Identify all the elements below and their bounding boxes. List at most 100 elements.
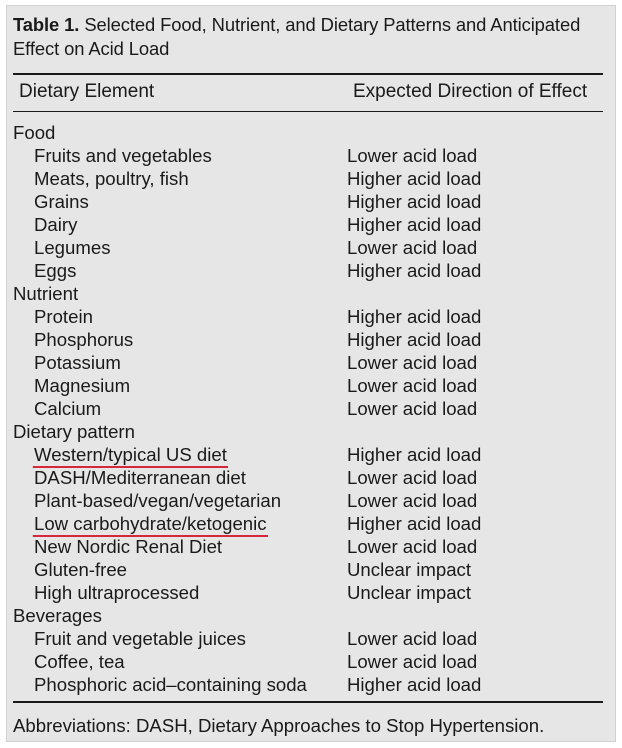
element-text: New Nordic Renal Diet [34, 536, 223, 557]
table-category-row: Nutrient [0, 282, 610, 305]
highlighted-element-text: Low carbohydrate/ketogenic [33, 513, 268, 537]
table-row: Low carbohydrate/ketogenic Higher acid lo… [0, 512, 610, 537]
table-row: Meats, poultry, fish Higher acid load [0, 167, 610, 190]
table-row: High ultraprocessed Unclear impact [0, 581, 610, 604]
element-text: Fruit and vegetable juices [34, 628, 246, 649]
element-text: Fruits and vegetables [34, 145, 212, 166]
table-row: Grains Higher acid load [0, 190, 610, 213]
dietary-element-cell: Gluten-free [34, 558, 127, 581]
bottom-rule [13, 701, 603, 703]
dietary-element-cell: Fruits and vegetables [34, 144, 212, 167]
element-text: Coffee, tea [34, 651, 125, 672]
element-text: Food [13, 122, 56, 143]
element-text: Protein [34, 306, 93, 327]
category-label: Dietary pattern [13, 420, 135, 443]
element-text: Phosphorus [34, 329, 134, 350]
expected-effect-cell: Lower acid load [347, 651, 478, 672]
expected-effect-cell: Unclear impact [347, 559, 472, 580]
table-row: Phosphorus Higher acid load [0, 328, 610, 351]
expected-effect-cell: Higher acid load [347, 191, 482, 212]
expected-effect-cell: Lower acid load [347, 490, 478, 511]
table-row: Potassium Lower acid load [0, 351, 610, 374]
table-footnote: Abbreviations: DASH, Dietary Approaches … [13, 715, 545, 736]
element-text: Beverages [13, 605, 102, 626]
table-category-row: Beverages [0, 604, 610, 627]
dietary-element-cell: Western/typical US diet [33, 443, 228, 468]
element-text: Legumes [34, 237, 111, 258]
dietary-element-cell: Potassium [34, 351, 121, 374]
element-text: Eggs [34, 260, 77, 281]
element-text: Dietary pattern [13, 421, 135, 442]
column-header-element: Dietary Element [19, 81, 155, 102]
dietary-element-cell: DASH/Mediterranean diet [34, 466, 246, 489]
header-rule [13, 111, 603, 112]
element-text: Grains [34, 191, 89, 212]
dietary-element-cell: Phosphoric acid–containing soda [34, 673, 307, 696]
category-label: Beverages [13, 604, 102, 627]
expected-effect-cell: Lower acid load [347, 237, 478, 258]
element-text: Plant-based/vegan/vegetarian [34, 490, 282, 511]
highlighted-element-text: Western/typical US diet [33, 444, 228, 468]
element-text: Dairy [34, 214, 78, 235]
category-label: Nutrient [13, 282, 78, 305]
dietary-element-cell: Protein [34, 305, 93, 328]
dietary-element-cell: Low carbohydrate/ketogenic [33, 512, 268, 537]
expected-effect-cell: Unclear impact [347, 582, 472, 603]
element-text: Magnesium [34, 375, 131, 396]
table-row: Magnesium Lower acid load [0, 374, 610, 397]
top-rule [13, 73, 603, 75]
table-row: Western/typical US diet Higher acid load [0, 443, 610, 468]
table-row: Legumes Lower acid load [0, 236, 610, 259]
table-category-row: Dietary pattern [0, 420, 610, 443]
expected-effect-cell: Higher acid load [347, 513, 482, 534]
expected-effect-cell: Higher acid load [347, 168, 482, 189]
expected-effect-cell: Lower acid load [347, 628, 478, 649]
expected-effect-cell: Higher acid load [347, 214, 482, 235]
dietary-element-cell: Grains [34, 190, 89, 213]
table-panel [6, 5, 616, 742]
dietary-element-cell: Meats, poultry, fish [34, 167, 189, 190]
table-row: New Nordic Renal Diet Lower acid load [0, 535, 610, 558]
dietary-element-cell: Calcium [34, 397, 101, 420]
element-text: DASH/Mediterranean diet [34, 467, 246, 488]
dietary-element-cell: Legumes [34, 236, 111, 259]
table-title: Selected Food, Nutrient, and Dietary Pat… [13, 14, 581, 59]
element-text: High ultraprocessed [34, 582, 200, 603]
table-row: Fruit and vegetable juices Lower acid loa… [0, 627, 610, 650]
expected-effect-cell: Lower acid load [347, 145, 478, 166]
table-row: Calcium Lower acid load [0, 397, 610, 420]
category-label: Food [13, 121, 55, 144]
table-row: Eggs Higher acid load [0, 259, 610, 282]
dietary-element-cell: Plant-based/vegan/vegetarian [34, 489, 281, 512]
table-row: Protein Higher acid load [0, 305, 610, 328]
expected-effect-cell: Lower acid load [347, 375, 478, 396]
element-text: Gluten-free [34, 559, 128, 580]
table-row: Dairy Higher acid load [0, 213, 610, 236]
expected-effect-cell: Lower acid load [347, 536, 478, 557]
expected-effect-cell: Lower acid load [347, 352, 478, 373]
expected-effect-cell: Higher acid load [347, 329, 482, 350]
table-number: Table 1. [13, 14, 80, 35]
table-row: DASH/Mediterranean diet Lower acid load [0, 466, 610, 489]
dietary-element-cell: High ultraprocessed [34, 581, 199, 604]
dietary-element-cell: Magnesium [34, 374, 130, 397]
table-category-row: Food [0, 121, 610, 144]
expected-effect-cell: Higher acid load [347, 444, 482, 465]
dietary-element-cell: Coffee, tea [34, 650, 125, 673]
dietary-element-cell: New Nordic Renal Diet [34, 535, 222, 558]
table-row: Fruits and vegetables Lower acid load [0, 144, 610, 167]
dietary-element-cell: Eggs [34, 259, 76, 282]
dietary-element-cell: Phosphorus [34, 328, 133, 351]
expected-effect-cell: Lower acid load [347, 467, 478, 488]
expected-effect-cell: Higher acid load [347, 260, 482, 281]
element-text: Potassium [34, 352, 121, 373]
element-text: Nutrient [13, 283, 79, 304]
table-row: Coffee, tea Lower acid load [0, 650, 610, 673]
table-row: Gluten-free Unclear impact [0, 558, 610, 581]
element-text: Calcium [34, 398, 102, 419]
dietary-element-cell: Dairy [34, 213, 77, 236]
table-caption: Table 1. Selected Food, Nutrient, and Di… [13, 13, 603, 61]
element-text: Meats, poultry, fish [34, 168, 189, 189]
column-header-effect: Expected Direction of Effect [353, 81, 588, 102]
table-row: Phosphoric acid–containing soda Higher ac… [0, 673, 610, 696]
